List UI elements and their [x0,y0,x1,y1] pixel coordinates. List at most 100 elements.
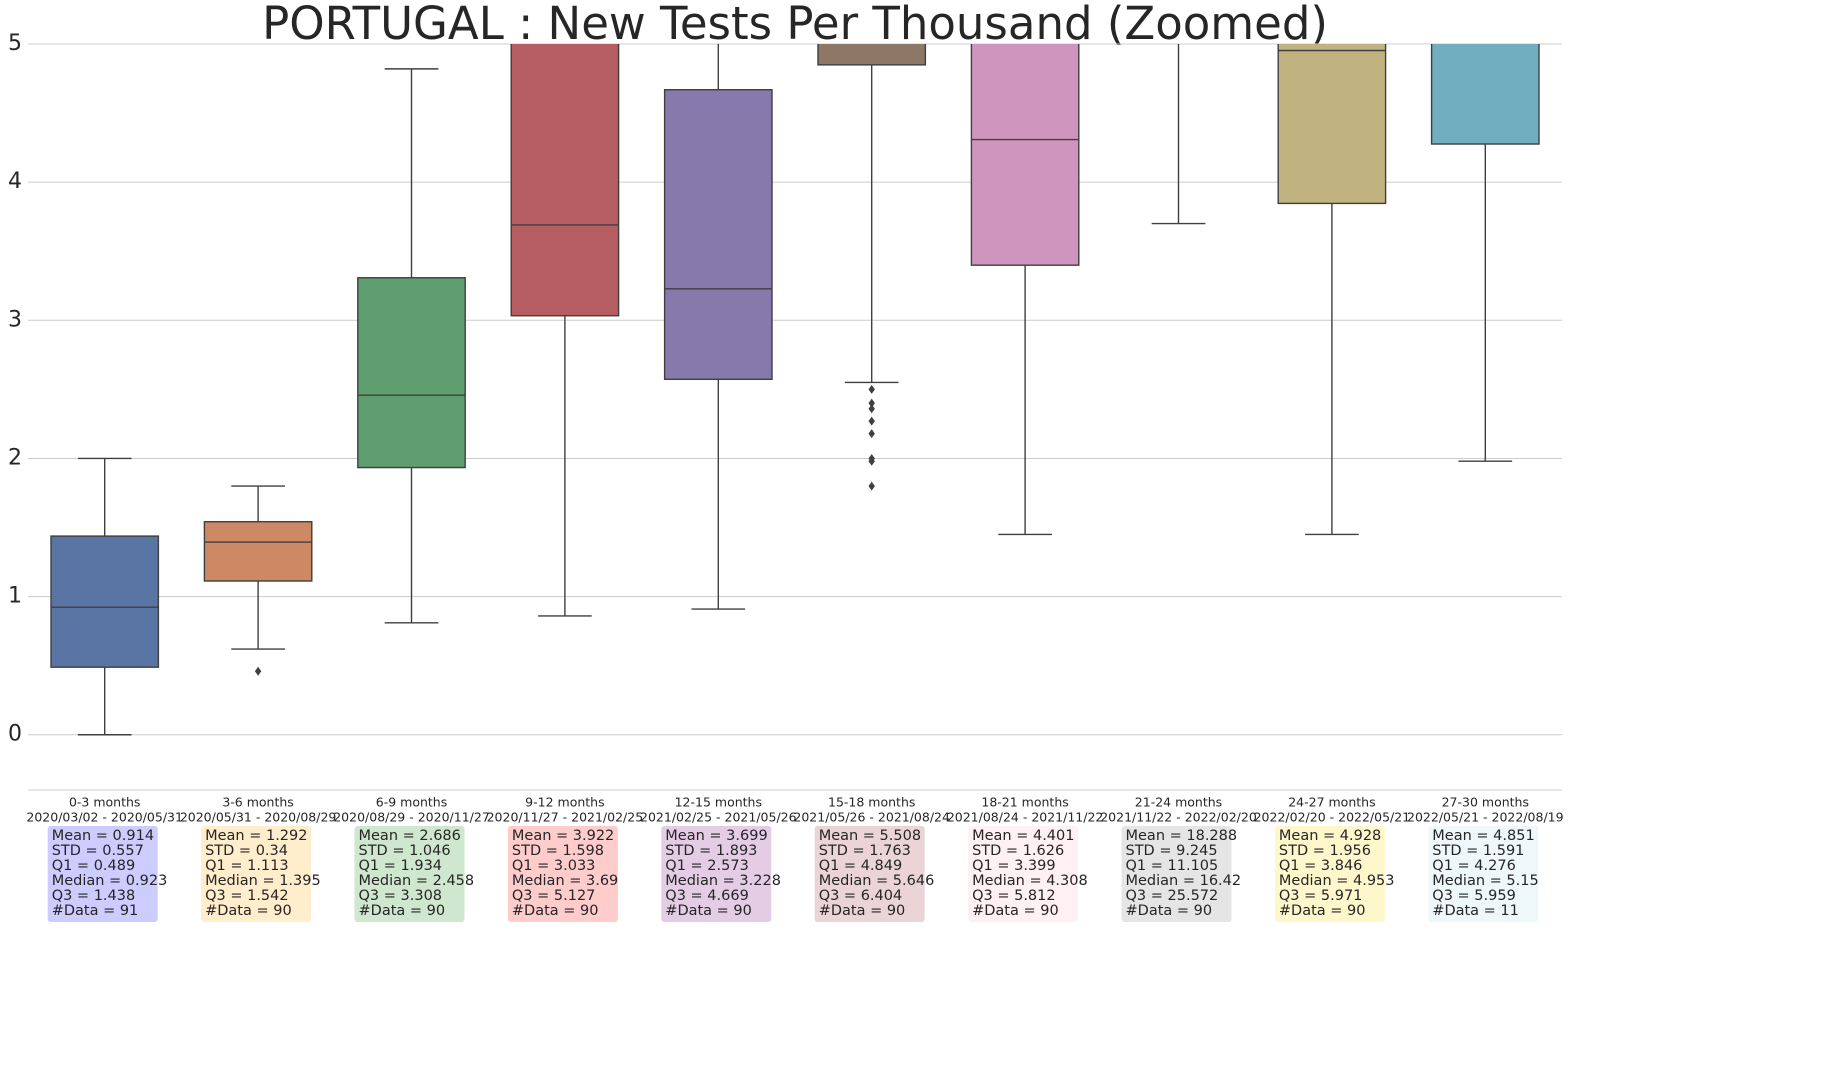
stats-text: Median = 1.395 [205,873,321,889]
stats-text: Q3 = 6.404 [819,888,903,904]
stats-text: Q1 = 3.846 [1279,858,1363,874]
x-tick-label: 3-6 months [222,795,293,810]
y-tick-label: 0 [8,722,22,747]
stats-text: Mean = 3.922 [512,828,614,844]
x-tick-period: 2021/08/24 - 2021/11/22 [947,810,1104,825]
x-tick-period: 2020/11/27 - 2021/02/25 [487,810,644,825]
stats-text: #Data = 90 [1126,903,1213,919]
x-tick-label: 21-24 months [1135,795,1222,810]
stats-text: #Data = 91 [52,903,139,919]
stats-text: STD = 1.046 [359,843,451,859]
stats-text: Q3 = 25.572 [1126,888,1219,904]
stats-text: Mean = 4.928 [1279,828,1381,844]
stats-text: STD = 1.893 [665,843,757,859]
x-tick-label: 0-3 months [69,795,140,810]
stats-text: Median = 4.308 [972,873,1088,889]
x-tick-period: 2021/02/25 - 2021/05/26 [640,810,797,825]
box [50,535,160,668]
stats-text: Q1 = 1.934 [359,858,443,874]
stats-text: Q3 = 1.542 [205,888,289,904]
stats-text: Median = 16.42 [1126,873,1242,889]
x-tick-label: 27-30 months [1442,795,1529,810]
stats-text: Q1 = 1.113 [205,858,289,874]
stats-text: Q3 = 1.438 [52,888,136,904]
x-tick-label: 18-21 months [981,795,1068,810]
stats-text: STD = 9.245 [1126,843,1218,859]
x-tick-period: 2020/03/02 - 2020/05/31 [26,810,183,825]
stats-text: Median = 3.69 [512,873,618,889]
stats-box [47,826,158,922]
box [357,277,466,469]
stats-text: Median = 0.923 [52,873,168,889]
stats-text: Q3 = 4.669 [665,888,749,904]
stats-text: #Data = 90 [359,903,446,919]
stats-text: Median = 5.646 [819,873,935,889]
box [1430,44,1540,145]
y-tick-label: 2 [8,445,22,470]
outlier [868,398,875,408]
stats-box [661,826,772,922]
stats-box [507,826,618,922]
x-tick-period: 2021/05/26 - 2021/08/24 [793,810,950,825]
stats-text: #Data = 90 [665,903,752,919]
stats-box [1274,826,1385,922]
stats-text: #Data = 90 [819,903,906,919]
stats-text: Q1 = 0.489 [52,858,136,874]
stats-text: Mean = 4.401 [972,828,1074,844]
stats-text: #Data = 90 [205,903,292,919]
outlier [868,429,875,439]
y-tick-label: 3 [8,307,22,332]
stats-text: STD = 1.598 [512,843,604,859]
stats-text: Mean = 18.288 [1126,828,1238,844]
stats-box [1428,826,1539,922]
x-tick-label: 12-15 months [675,795,762,810]
stats-box [201,826,312,922]
x-tick-period: 2021/11/22 - 2022/02/20 [1100,810,1257,825]
stats-text: Q3 = 3.308 [359,888,443,904]
stats-box [1121,826,1232,922]
stats-text: STD = 1.956 [1279,843,1371,859]
box [817,44,927,66]
stats-text: Q3 = 5.812 [972,888,1056,904]
box [510,44,620,317]
x-tick-label: 15-18 months [828,795,915,810]
box [970,44,1080,266]
stats-text: Q1 = 3.033 [512,858,596,874]
stats-text: #Data = 90 [512,903,599,919]
chart-title: PORTUGAL : New Tests Per Thousand (Zoome… [262,0,1328,50]
stats-text: Mean = 3.699 [665,828,767,844]
stats-text: Mean = 2.686 [359,828,461,844]
stats-text: Median = 5.15 [1432,873,1538,889]
stats-text: Mean = 4.851 [1432,828,1534,844]
y-tick-label: 4 [8,169,22,194]
stats-text: Mean = 0.914 [52,828,154,844]
outlier [868,416,875,426]
x-tick-period: 2022/05/21 - 2022/08/19 [1407,810,1564,825]
x-tick-period: 2020/05/31 - 2020/08/29 [180,810,337,825]
box [203,521,313,582]
outlier [868,404,875,414]
stats-text: Mean = 5.508 [819,828,921,844]
stats-text: STD = 1.626 [972,843,1064,859]
x-tick-period: 2022/02/20 - 2022/05/21 [1254,810,1411,825]
stats-text: STD = 0.557 [52,843,144,859]
stats-text: Q1 = 4.276 [1432,858,1516,874]
stats-text: #Data = 90 [972,903,1059,919]
x-tick-label: 6-9 months [376,795,447,810]
stats-text: Q1 = 4.849 [819,858,903,874]
stats-text: Q1 = 3.399 [972,858,1056,874]
stats-text: STD = 0.34 [205,843,288,859]
outlier [868,384,875,394]
stats-box [354,826,465,922]
box [1277,44,1387,205]
outlier [868,481,875,491]
y-tick-label: 1 [8,584,22,609]
stats-text: Q1 = 11.105 [1126,858,1219,874]
stats-text: Q3 = 5.971 [1279,888,1363,904]
outlier [254,666,262,676]
box [663,89,773,380]
stats-text: Q3 = 5.959 [1432,888,1516,904]
stats-text: STD = 1.591 [1432,843,1524,859]
